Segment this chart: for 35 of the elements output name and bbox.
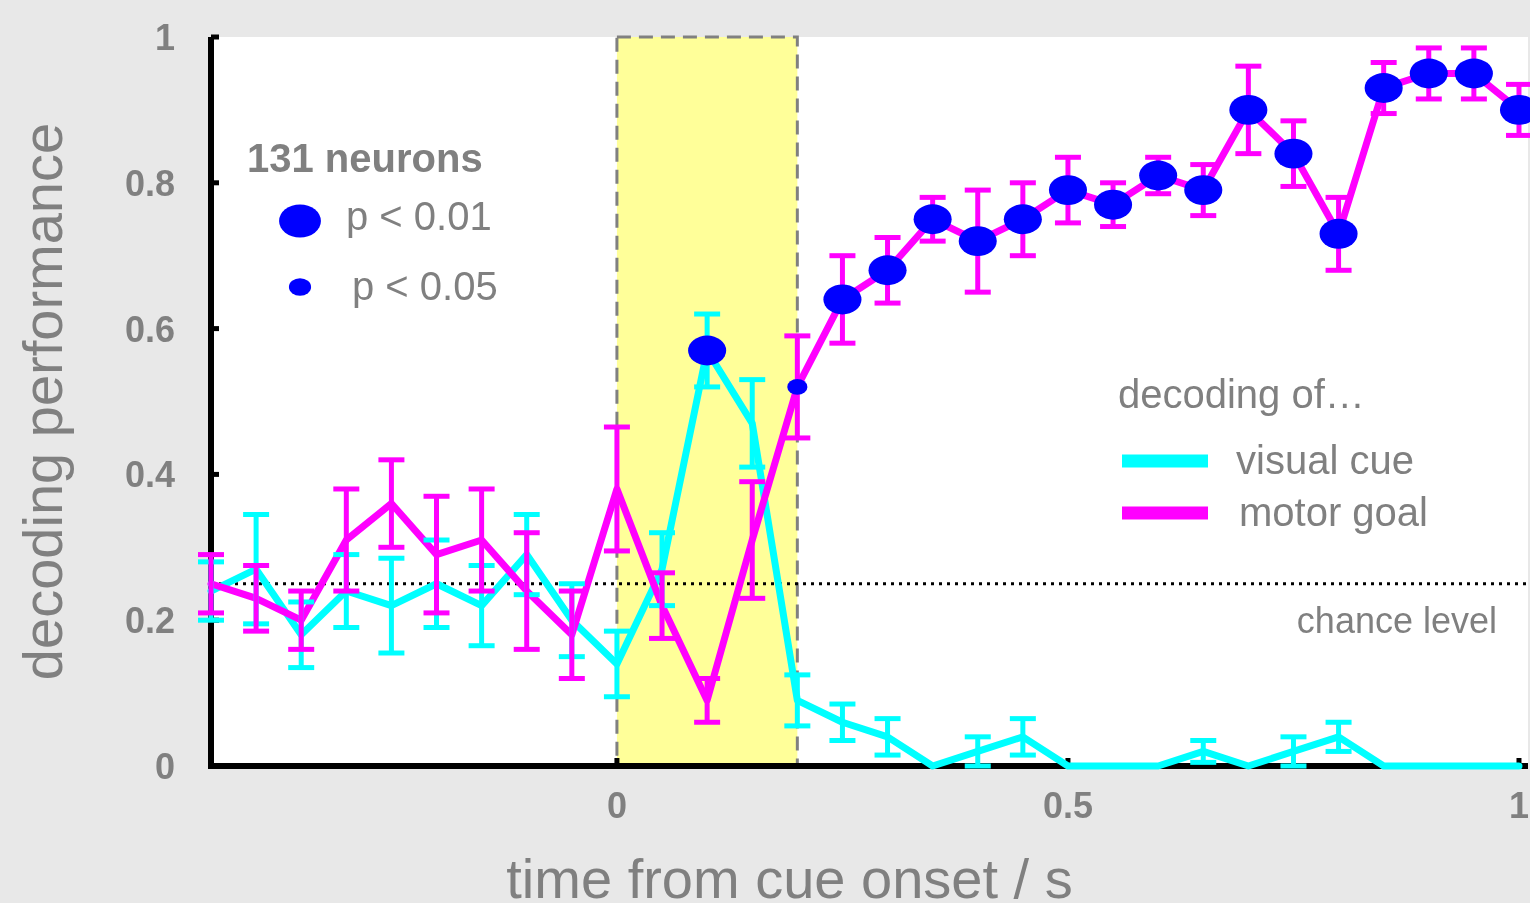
point [1274,138,1313,169]
point [1454,58,1493,89]
point [958,226,997,257]
y-tick-label: 0.6 [124,308,175,350]
ref-line-label: chance level [1296,599,1497,641]
point [1048,175,1087,206]
x-tick-label: 0.5 [1042,785,1093,826]
point [913,204,952,235]
y-tick-label: 0.2 [124,600,175,642]
x-tick-label: 0 [606,785,627,826]
legend-label: visual cue [1236,438,1414,482]
point [1319,218,1358,249]
point [1364,73,1403,103]
annotation: 131 neurons [247,136,483,180]
y-tick-label: 0.4 [124,454,175,496]
point [823,284,862,315]
y-tick-label: 0.8 [124,162,175,204]
point [1094,189,1133,220]
x-tick-label: 1 [1508,785,1529,826]
y-tick-label: 1 [154,16,175,58]
point [787,379,808,395]
point [1409,58,1448,89]
point [1139,160,1178,191]
point [1229,94,1268,125]
point [868,255,907,286]
y-tick-label: 0 [154,745,175,787]
point [688,335,727,366]
legend-title: decoding of… [1118,372,1365,416]
legend-label: p < 0.01 [346,194,492,238]
point [1184,175,1223,206]
legend-label: p < 0.05 [352,264,498,308]
x-axis-title: time from cue onset / s [506,847,1073,903]
legend-label: motor goal [1239,490,1428,534]
y-axis-title: decoding performance [11,122,74,681]
point [1003,204,1042,235]
